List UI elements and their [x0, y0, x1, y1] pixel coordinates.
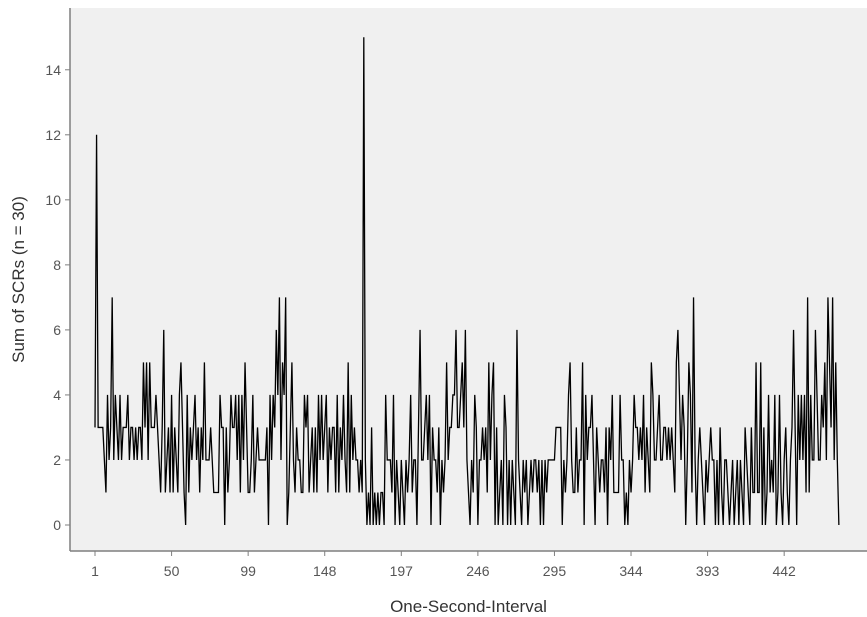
x-axis-title: One-Second-Interval — [390, 597, 547, 616]
plot-area — [70, 8, 867, 551]
x-tick-label: 344 — [619, 563, 643, 579]
x-tick-label: 99 — [240, 563, 256, 579]
x-tick-label: 442 — [772, 563, 796, 579]
x-tick-label: 148 — [313, 563, 337, 579]
y-axis-title: Sum of SCRs (n = 30) — [9, 196, 28, 363]
y-tick-label: 4 — [53, 387, 61, 403]
y-tick-label: 6 — [53, 322, 61, 338]
x-tick-label: 393 — [696, 563, 720, 579]
series-line — [94, 37, 840, 526]
y-tick-label: 14 — [45, 62, 61, 78]
y-axis-ticks: 0 2 4 6 8 10 12 14 — [45, 62, 70, 533]
y-tick-label: 2 — [53, 452, 61, 468]
x-tick-label: 246 — [466, 563, 490, 579]
y-tick-label: 8 — [53, 257, 61, 273]
y-tick-label: 0 — [53, 517, 61, 533]
y-tick-label: 10 — [45, 192, 61, 208]
x-tick-label: 1 — [91, 563, 99, 579]
x-tick-label: 295 — [543, 563, 567, 579]
x-tick-label: 197 — [390, 563, 414, 579]
x-axis-ticks: 1 50 99 148 197 246 295 344 393 442 — [91, 551, 796, 579]
y-tick-label: 12 — [45, 127, 61, 143]
x-tick-label: 50 — [164, 563, 180, 579]
